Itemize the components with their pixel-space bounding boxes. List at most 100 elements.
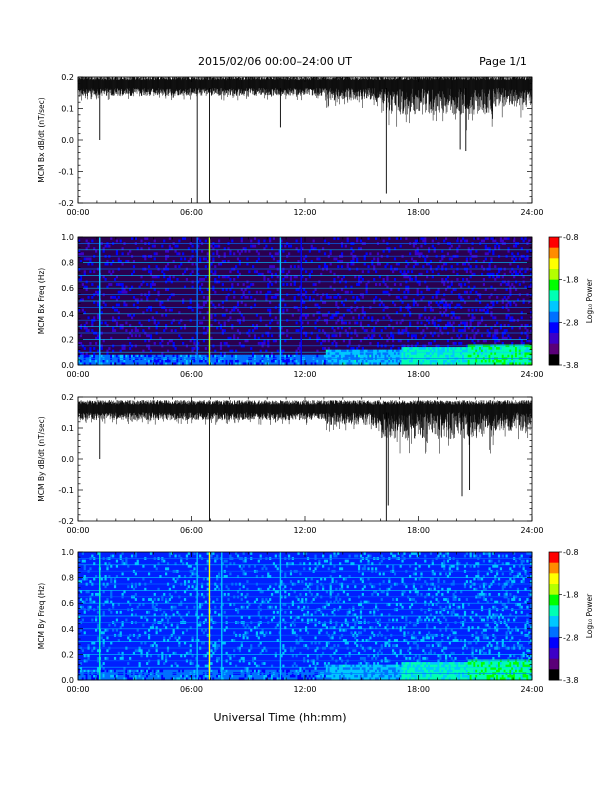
colorbar-swatch (549, 315, 559, 319)
colorbar-swatch (549, 243, 559, 246)
colorbar-tick-label: -3.8 (563, 361, 579, 370)
colorbar-swatch (549, 667, 559, 670)
colorbar-swatch (549, 296, 559, 300)
colorbar-swatch (549, 254, 559, 257)
colorbar-tick-label: -2.8 (563, 633, 579, 642)
x-tick-label: 06:00 (180, 526, 203, 535)
colorbar-swatch (549, 566, 559, 570)
colorbar-swatch (549, 616, 559, 619)
colorbar-swatch (549, 590, 559, 593)
colorbar-by: -0.8 -1.8 -2.8 -3.8 Log₁₀ Power (548, 548, 594, 685)
colorbar-swatch (549, 620, 559, 623)
colorbar-tick-label: -0.8 (563, 233, 579, 242)
dbdt-trace (77, 400, 533, 454)
colorbar-swatch (549, 352, 559, 355)
colorbar-swatch (549, 660, 559, 664)
colorbar-swatch (549, 298, 559, 302)
colorbar-swatch (549, 239, 559, 242)
colorbar-swatch (549, 635, 559, 638)
colorbar-tick-label: -2.8 (563, 318, 579, 327)
y-tick-label: 0.2 (61, 650, 74, 659)
colorbar-swatch (549, 341, 559, 345)
colorbar-swatch (549, 260, 559, 264)
colorbar-swatch (549, 290, 559, 293)
colorbar-swatch (549, 281, 559, 285)
colorbar-swatch (549, 237, 559, 240)
colorbar-swatch (549, 592, 559, 596)
colorbar-swatch (549, 266, 559, 270)
colorbar-swatch (549, 618, 559, 621)
x-tick-label: 18:00 (407, 370, 430, 379)
colorbar-swatch (549, 328, 559, 332)
colorbar-swatch (549, 581, 559, 585)
colorbar-swatch (549, 241, 559, 244)
colorbar-swatch (549, 356, 559, 360)
colorbar-swatch (549, 626, 559, 630)
colorbar-swatch (549, 675, 559, 679)
colorbar-label: Log₁₀ Power (585, 278, 594, 323)
colorbar-swatch (549, 650, 559, 653)
colorbar-swatch (549, 292, 559, 296)
colorbar-swatch (549, 586, 559, 589)
colorbar-swatch (549, 643, 559, 647)
colorbar-swatch (549, 247, 559, 251)
colorbar-swatch (549, 564, 559, 568)
colorbar-swatch (549, 347, 559, 351)
x-tick-label: 24:00 (520, 208, 543, 217)
page-title: 2015/02/06 00:00–24:00 UT (198, 55, 352, 68)
colorbar-swatch (549, 673, 559, 677)
colorbar-swatch (549, 630, 559, 634)
x-tick-label: 00:00 (66, 370, 89, 379)
y-tick-label: 0.2 (61, 335, 74, 344)
colorbar-swatch (549, 322, 559, 325)
y-tick-label: 0.0 (61, 361, 74, 370)
colorbar-swatch (549, 588, 559, 591)
y-tick-label: 0.4 (61, 310, 74, 319)
colorbar-swatch (549, 569, 559, 572)
colorbar-swatch (549, 573, 559, 576)
colorbar-swatch (549, 275, 559, 278)
colorbar-swatch (549, 311, 559, 315)
x-tick-label: 00:00 (66, 526, 89, 535)
colorbar-swatch (549, 318, 559, 321)
y-tick-label: -0.2 (58, 517, 74, 526)
colorbar-swatch (549, 271, 559, 274)
colorbar-tick-label: -3.8 (563, 676, 579, 685)
colorbar-swatch (549, 339, 559, 342)
colorbar-swatch (549, 571, 559, 574)
y-axis-label: MCM By dB/dt (nT/sec) (37, 416, 46, 501)
colorbar-swatch (549, 258, 559, 261)
colorbar-swatch (549, 307, 559, 310)
colorbar-swatch (549, 641, 559, 645)
x-tick-label: 18:00 (407, 526, 430, 535)
y-tick-label: 0.2 (61, 393, 74, 402)
x-tick-label: 06:00 (180, 208, 203, 217)
colorbar-swatch (549, 279, 559, 283)
colorbar-swatch (549, 624, 559, 628)
y-tick-label: -0.2 (58, 199, 74, 208)
colorbar-swatch (549, 345, 559, 349)
by-dbdt-panel: 0.2 0.1 0.0 -0.1 -0.2 MCM By dB/dt (nT/sec) 00… (37, 393, 544, 535)
colorbar-label: Log₁₀ Power (585, 593, 594, 638)
colorbar-swatch (549, 251, 559, 255)
y-tick-label: 0.6 (61, 284, 74, 293)
colorbar-swatch (549, 286, 559, 289)
colorbar-swatch (549, 677, 559, 681)
colorbar-swatch (549, 301, 559, 304)
colorbar-swatch (549, 288, 559, 291)
colorbar-swatch (549, 303, 559, 306)
colorbar-swatch (549, 354, 559, 357)
x-tick-label: 12:00 (293, 526, 316, 535)
colorbar-swatch (549, 594, 559, 598)
colorbar-swatch (549, 639, 559, 643)
y-axis-label: MCM By Freq (Hz) (37, 583, 46, 649)
colorbar-swatch (549, 609, 559, 613)
x-tick-label: 18:00 (407, 208, 430, 217)
colorbar-swatch (549, 637, 559, 640)
colorbar-swatch (549, 283, 559, 287)
colorbar-swatch (549, 622, 559, 625)
colorbar-swatch (549, 648, 559, 651)
colorbar-swatch (549, 343, 559, 347)
bx-spectrogram-panel: 1.0 0.8 0.6 0.4 0.2 0.0 MCM Bx Freq (Hz) 00:00 0… (37, 233, 544, 379)
colorbar-swatch (549, 305, 559, 308)
